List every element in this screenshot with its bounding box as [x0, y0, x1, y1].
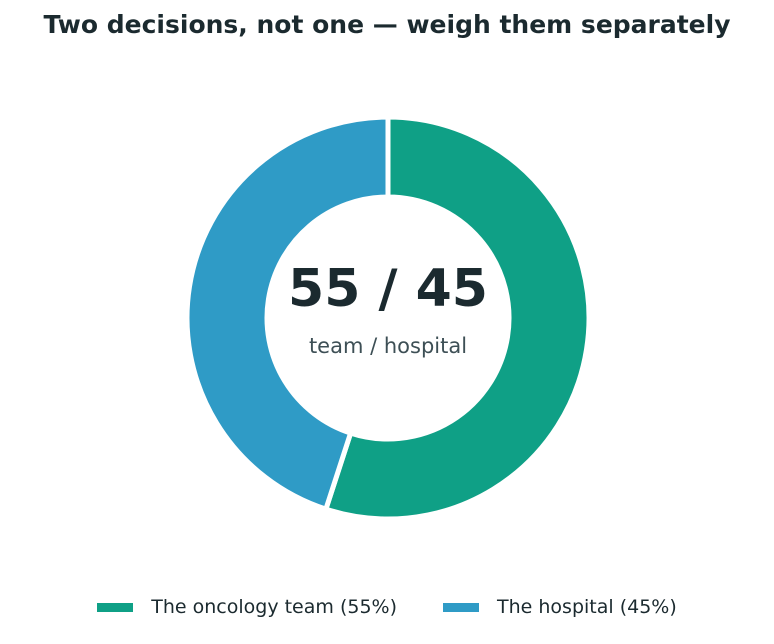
legend-label-oncology-team: The oncology team (55%): [151, 596, 397, 618]
legend-item-hospital: The hospital (45%): [443, 596, 677, 618]
legend-label-hospital: The hospital (45%): [497, 596, 677, 618]
chart-title: Two decisions, not one — weigh them sepa…: [43, 10, 731, 39]
center-label: team / hospital: [309, 334, 467, 358]
legend-swatch-hospital: [443, 602, 479, 612]
slice-hospital: [184, 114, 391, 513]
legend-swatch-oncology-team: [97, 602, 134, 612]
donut-slices: [184, 114, 592, 522]
legend-item-oncology-team: The oncology team (55%): [97, 596, 397, 618]
center-value: 55 / 45: [288, 259, 488, 319]
slice-oncology-team: [322, 114, 592, 522]
legend: The oncology team (55%) The hospital (45…: [0, 596, 774, 618]
